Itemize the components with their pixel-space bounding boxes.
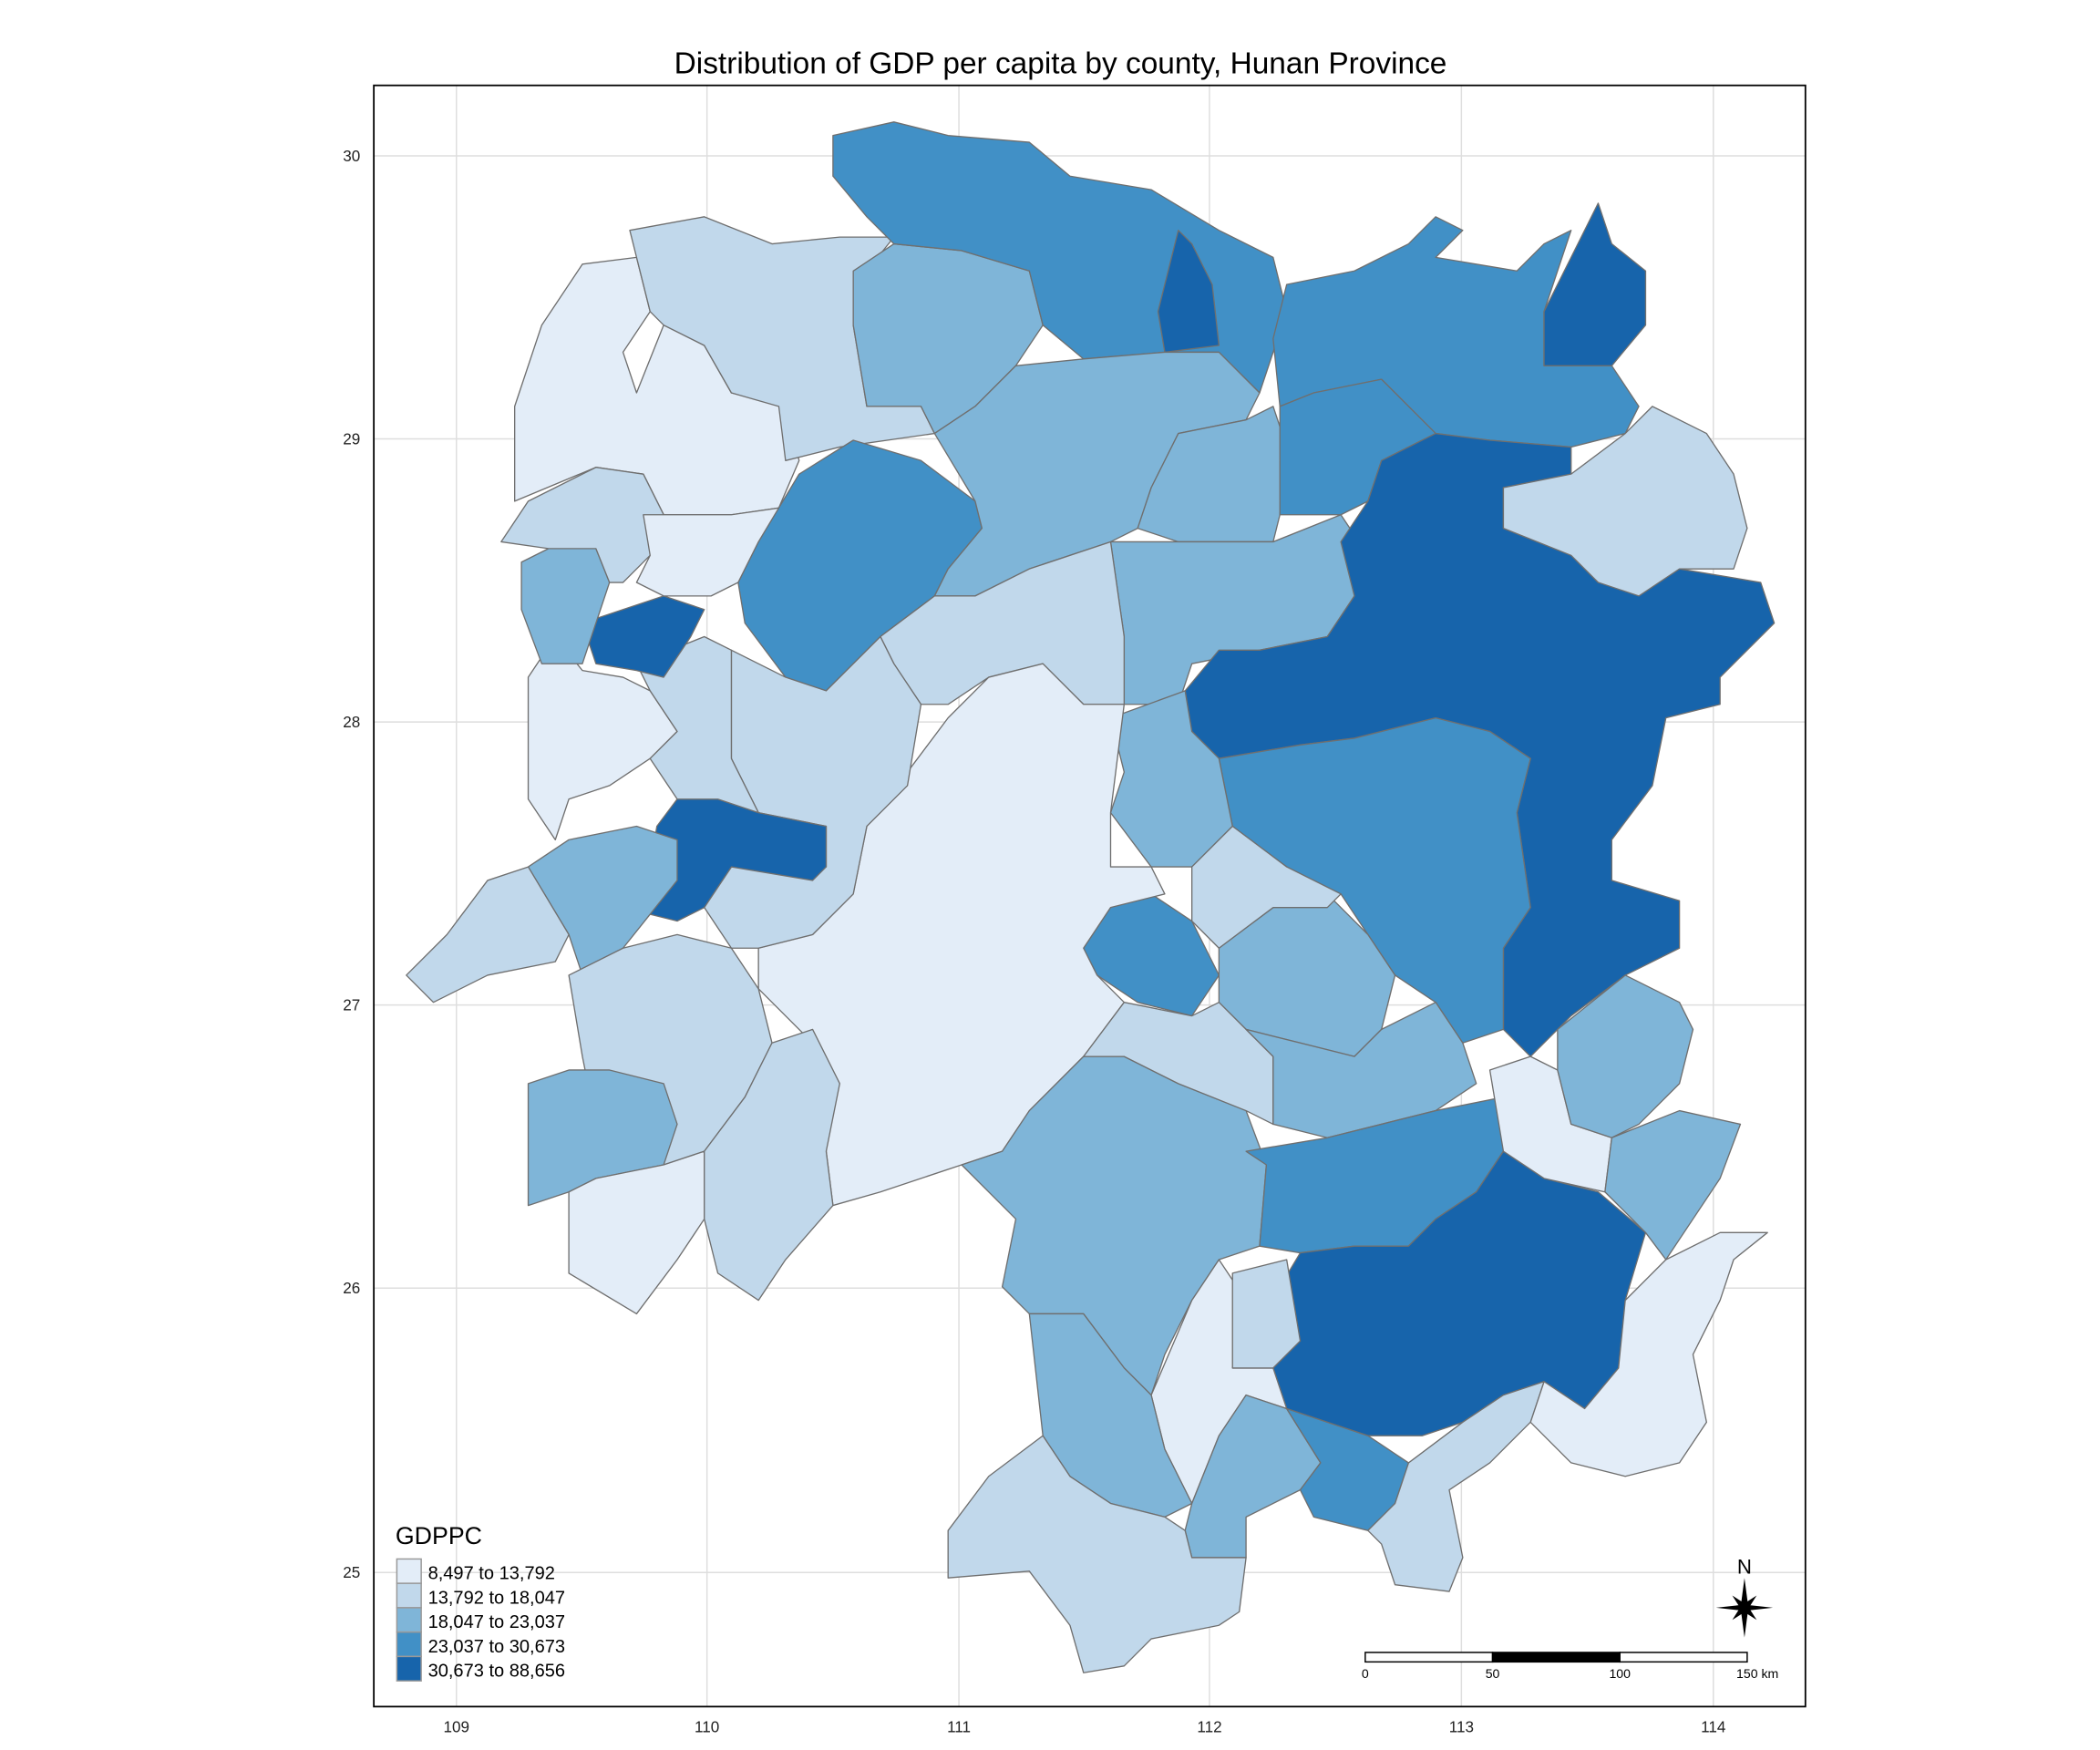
x-tick: 112	[1197, 1719, 1221, 1736]
county-polygon	[1604, 1109, 1742, 1261]
y-tick: 30	[343, 148, 360, 165]
county-polygon	[406, 866, 570, 1004]
county-polygon	[1529, 1231, 1768, 1477]
y-tick: 29	[343, 430, 360, 448]
legend-label: 13,792 to 18,047	[428, 1588, 566, 1608]
y-tick: 25	[343, 1564, 360, 1581]
x-tick: 114	[1701, 1719, 1725, 1736]
map-frame	[373, 84, 1807, 1708]
county-polygon	[635, 635, 759, 814]
county-polygon	[635, 507, 780, 597]
x-tick: 110	[695, 1719, 719, 1736]
county-polygon	[704, 1028, 840, 1302]
county-polygon	[1190, 825, 1342, 949]
legend-swatch	[396, 1607, 422, 1633]
scale-bar: 0 50 100 150 km	[1362, 1652, 1778, 1681]
county-polygon	[1502, 406, 1748, 597]
north-label: N	[1737, 1556, 1752, 1579]
county-polygon	[527, 825, 678, 976]
compass-star-icon	[1715, 1578, 1774, 1638]
legend-swatch	[396, 1582, 422, 1609]
legend-label: 8,497 to 13,792	[428, 1564, 555, 1584]
y-tick: 26	[343, 1280, 360, 1297]
legend-label: 18,047 to 23,037	[428, 1612, 566, 1632]
x-axis-ticks: 109 110 111 112 113 114	[444, 1719, 1726, 1736]
north-arrow: N	[1715, 1556, 1774, 1638]
county-polygon	[582, 595, 705, 678]
y-tick: 27	[343, 997, 360, 1014]
legend-title: GDPPC	[396, 1522, 482, 1549]
map-title: Distribution of GDP per capita by county…	[674, 46, 1447, 80]
county-polygons	[406, 121, 1776, 1673]
county-polygon	[1557, 974, 1694, 1138]
y-axis-ticks: 30 29 28 27 26 25	[343, 148, 360, 1581]
legend-swatch	[396, 1631, 422, 1658]
county-polygon	[527, 1069, 678, 1207]
y-tick: 28	[343, 714, 360, 731]
county-polygon	[1245, 1002, 1477, 1138]
county-polygon	[1367, 1381, 1545, 1592]
x-tick: 113	[1449, 1719, 1474, 1736]
legend-swatch	[396, 1655, 422, 1682]
scale-label: 50	[1486, 1666, 1500, 1681]
legend-label: 30,673 to 88,656	[428, 1662, 566, 1682]
x-tick: 109	[444, 1719, 470, 1736]
county-polygon	[1231, 1259, 1302, 1369]
scale-label: 0	[1362, 1666, 1369, 1681]
scale-label: 150 km	[1736, 1666, 1778, 1681]
scale-label: 100	[1609, 1666, 1631, 1681]
x-tick: 111	[947, 1719, 971, 1736]
county-polygon	[947, 1435, 1247, 1673]
legend-label: 23,037 to 30,673	[428, 1637, 566, 1657]
county-polygon	[1543, 202, 1647, 366]
legend: GDPPC 8,497 to 13,792 13,792 to 18,047 1…	[396, 1522, 565, 1682]
legend-swatch	[396, 1558, 422, 1584]
